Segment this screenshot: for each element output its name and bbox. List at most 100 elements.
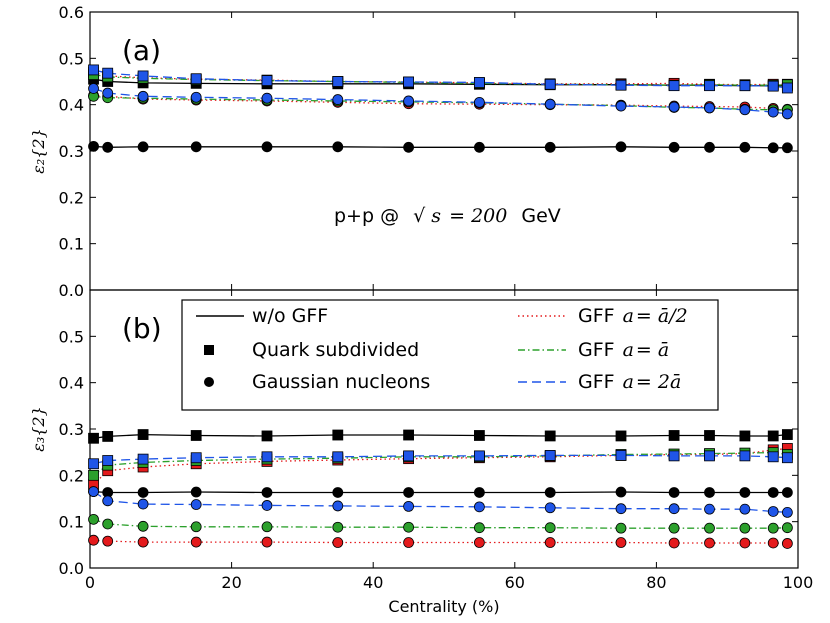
data-point-circle [332,487,344,498]
data-point-circle [261,487,273,498]
legend-swatch-circle [204,377,214,387]
data-point-circle [739,522,751,534]
data-point-circle [781,538,793,549]
data-point-circle [190,536,202,548]
series-line [93,73,788,86]
panel-b-label: (b) [122,312,162,345]
panel-b: 0.0 0.1 0.2 0.3 0.4 0.5 0 20 40 60 80 100 (b) ε₃{2}… [29,289,814,616]
y-tick-label: 0.6 [59,3,84,22]
data-point-square [544,78,556,90]
data-point-square [88,469,99,481]
y-tick-label: 0.3 [59,142,84,161]
data-point-circle [102,535,114,547]
data-point-circle [668,487,680,498]
x-tick-label: 20 [221,573,241,592]
legend-label-math-rest: = ā/2 [636,305,688,327]
data-point-square [781,452,793,464]
data-point-circle [739,104,751,116]
data-point-square [137,429,149,440]
data-point-circle [332,500,344,512]
x-tick-label: 0 [85,573,95,592]
data-point-circle [615,522,627,534]
data-point-circle [403,537,415,548]
panel-a-ylabel: ε₂{2} [29,128,48,174]
y-tick-label: 0.2 [59,188,84,207]
data-point-circle [261,536,273,548]
data-point-circle [190,499,202,510]
data-point-circle [704,487,715,498]
data-point-circle [767,522,779,534]
data-point-circle [704,537,715,549]
y-tick-label: 0.0 [59,559,84,578]
data-point-square [739,80,751,92]
data-point-square [137,70,149,82]
data-point-square [739,450,751,462]
data-point-square [102,67,114,79]
data-point-circle [102,141,114,153]
data-point-square [102,455,114,466]
data-point-circle [767,506,779,517]
data-point-circle [473,501,485,513]
data-point-square [403,450,415,462]
legend-label-math-rest: = ā [636,339,669,361]
data-point-circle [88,513,99,525]
data-point-circle [544,522,556,534]
legend-label-math-a: a [623,371,634,393]
x-tick-label: 80 [646,573,666,592]
data-point-circle [137,520,149,532]
data-point-square [190,430,202,441]
legend-label-math-rest: = 2ā [636,371,681,393]
series-layer [88,64,793,154]
data-point-circle [781,487,793,498]
data-point-square [615,79,627,91]
data-point-circle [668,503,680,515]
data-point-circle [403,95,415,107]
x-tick-label: 60 [505,573,525,592]
x-tick-label: 100 [783,573,814,592]
legend-label: GFF a = 2ā [578,371,681,393]
data-point-circle [704,102,715,114]
data-point-square [88,458,99,470]
legend-label-math-a: a [623,305,634,327]
data-point-square [473,77,485,88]
data-point-circle [137,90,149,102]
annotation-s: s [431,205,441,227]
data-point-circle [332,94,344,105]
data-point-circle [615,537,627,548]
series-line [93,94,788,110]
data-point-circle [704,141,715,153]
data-point-circle [190,486,202,498]
data-point-circle [473,96,485,108]
data-point-circle [739,487,751,498]
data-point-circle [403,500,415,512]
series-layer [88,429,793,549]
data-point-circle [102,518,114,530]
data-point-circle [767,142,779,154]
data-point-circle [190,521,202,533]
data-point-square [261,430,273,442]
panel-a: 0.0 0.1 0.2 0.3 0.4 0.5 0.6 (a) p+p @ √ s = 20… [29,3,799,300]
data-point-square [332,429,344,441]
y-tick-label: 0.5 [59,49,84,68]
data-point-circle [615,503,627,515]
panel-b-ticks: 0.0 0.1 0.2 0.3 0.4 0.5 0 20 40 60 80 100 [59,290,814,592]
data-point-circle [615,486,627,498]
data-point-circle [668,522,680,534]
data-point-square [88,432,99,444]
data-point-circle [767,106,779,118]
data-point-circle [668,141,680,153]
data-point-square [544,450,556,461]
data-point-circle [261,521,273,533]
data-point-circle [615,141,627,153]
legend-label: Gaussian nucleons [252,371,430,393]
data-point-circle [190,91,202,103]
legend-label-math-a: a [623,339,634,361]
series-line [93,451,788,476]
legend-label: GFF a = ā [578,339,669,361]
data-point-square [668,450,680,462]
data-point-circle [88,534,99,546]
annotation-unit: GeV [521,205,560,227]
data-point-circle [615,100,627,112]
data-point-square [473,450,485,462]
